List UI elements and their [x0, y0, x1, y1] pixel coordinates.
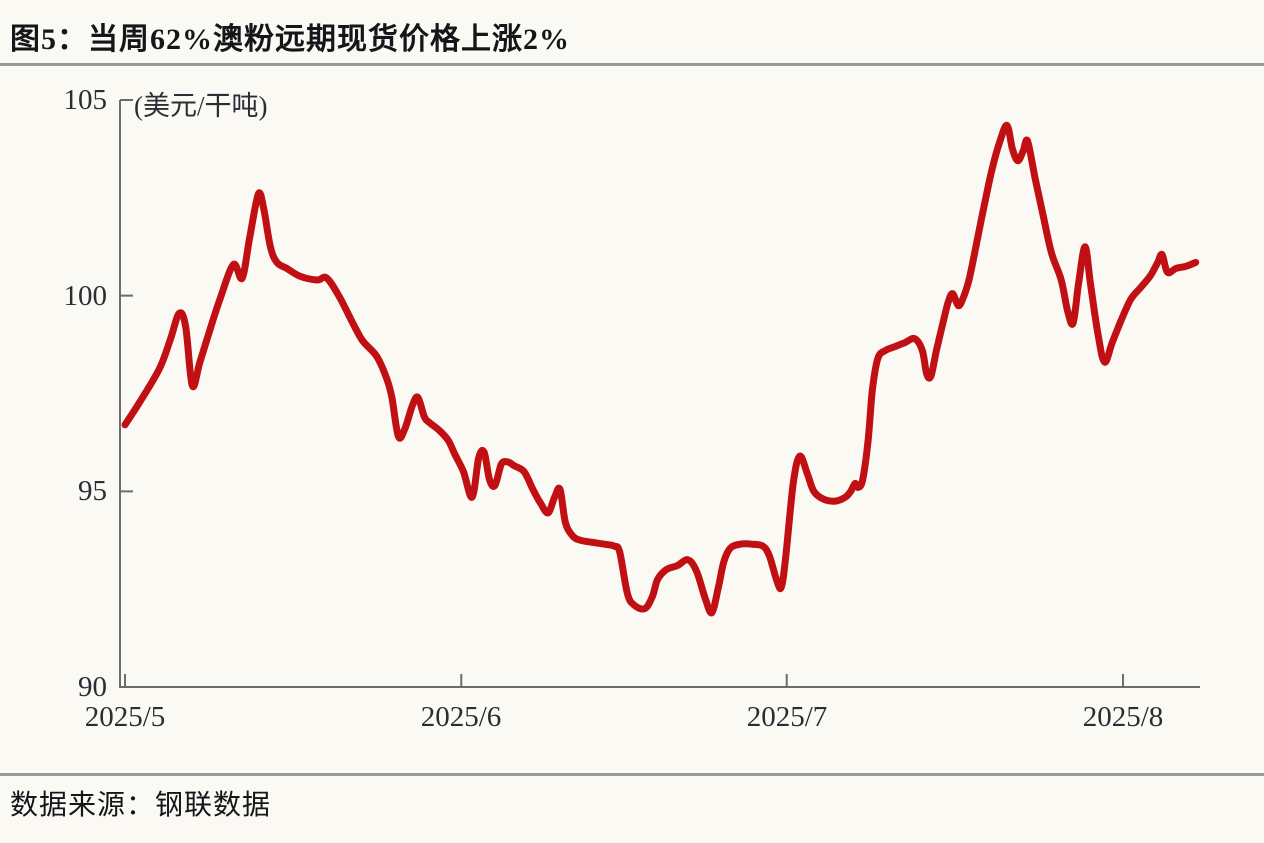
y-tick-label: 95 [78, 475, 107, 507]
y-tick-label: 105 [63, 84, 108, 116]
x-tick-label: 2025/7 [746, 701, 828, 733]
y-tick-label: 100 [63, 280, 108, 312]
y-tick-label: 90 [78, 671, 107, 703]
y-axis-unit-label: (美元/干吨) [134, 91, 268, 121]
data-source-label: 数据来源：钢联数据 [10, 790, 272, 821]
x-tick-label: 2025/6 [420, 701, 502, 733]
price-series-line [121, 121, 1200, 617]
title-divider [0, 63, 1264, 66]
footer-divider [0, 773, 1264, 776]
page-title: 图5：当周62%澳粉远期现货价格上涨2% [10, 23, 570, 56]
x-tick-label: 2025/8 [1082, 701, 1164, 733]
x-tick-label: 2025/5 [84, 701, 166, 733]
axes [119, 99, 1200, 688]
